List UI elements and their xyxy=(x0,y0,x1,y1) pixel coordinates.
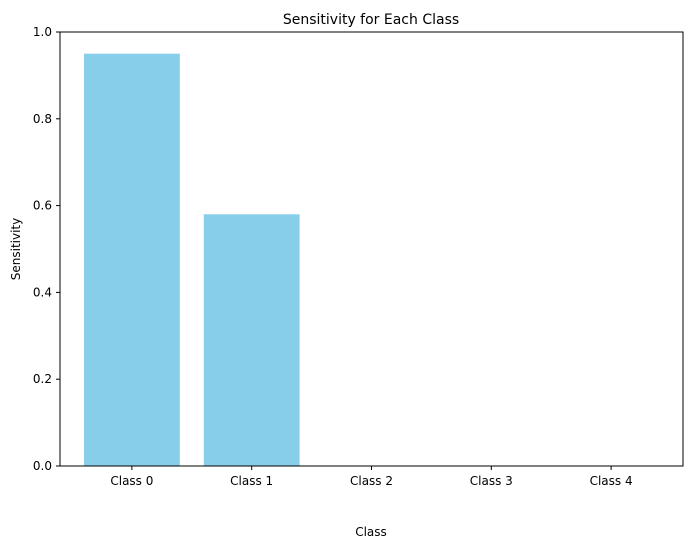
x-tick-label: Class 2 xyxy=(350,474,393,488)
x-tick-label: Class 0 xyxy=(110,474,153,488)
x-axis: Class 0 Class 1 Class 2 Class 3 Class 4 xyxy=(110,466,633,488)
y-tick-label: 0.6 xyxy=(33,199,52,213)
x-tick-label: Class 1 xyxy=(230,474,273,488)
y-tick-label: 1.0 xyxy=(33,25,52,39)
chart-title: Sensitivity for Each Class xyxy=(283,12,459,28)
bar-class-0 xyxy=(83,53,180,466)
bar-class-1 xyxy=(203,214,300,466)
x-tick-label: Class 3 xyxy=(470,474,513,488)
y-tick-label: 0.2 xyxy=(33,372,52,386)
y-tick-label: 0.4 xyxy=(33,285,52,299)
y-axis: 0.0 0.2 0.4 0.6 0.8 1.0 xyxy=(33,25,60,473)
bars-layer xyxy=(83,53,300,466)
y-axis-label: Sensitivity xyxy=(9,218,23,280)
y-tick-label: 0.8 xyxy=(33,112,52,126)
x-tick-label: Class 4 xyxy=(590,474,633,488)
x-axis-label: Class xyxy=(355,525,387,539)
y-tick-label: 0.0 xyxy=(33,459,52,473)
